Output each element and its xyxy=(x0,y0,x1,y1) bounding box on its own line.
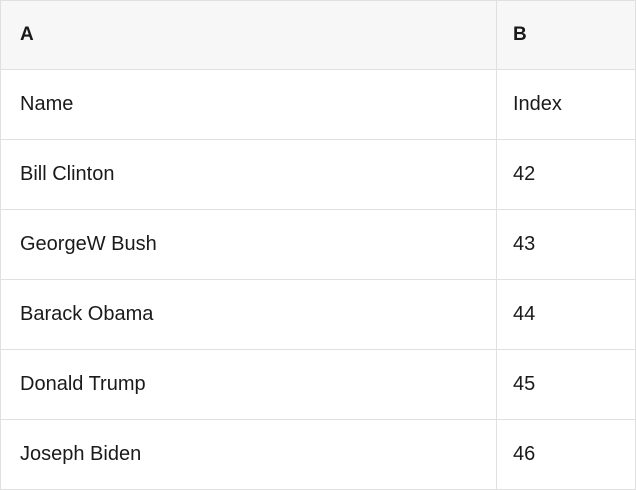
cell-b-2[interactable]: 42 xyxy=(497,140,635,210)
table-row: Joseph Biden 46 xyxy=(1,420,635,490)
cell-a-5[interactable]: Donald Trump xyxy=(1,350,497,420)
column-header-a[interactable]: A xyxy=(1,1,497,70)
table-row: Barack Obama 44 xyxy=(1,280,635,350)
cell-b-3[interactable]: 43 xyxy=(497,210,635,280)
table-row: Name Index xyxy=(1,70,635,140)
cell-b-4[interactable]: 44 xyxy=(497,280,635,350)
cell-a-2[interactable]: Bill Clinton xyxy=(1,140,497,210)
column-header-b[interactable]: B xyxy=(497,1,635,70)
cell-b-1[interactable]: Index xyxy=(497,70,635,140)
table-row: Donald Trump 45 xyxy=(1,350,635,420)
table-row: Bill Clinton 42 xyxy=(1,140,635,210)
column-header-row: A B xyxy=(1,1,635,70)
cell-a-6[interactable]: Joseph Biden xyxy=(1,420,497,490)
cell-b-5[interactable]: 45 xyxy=(497,350,635,420)
cell-b-6[interactable]: 46 xyxy=(497,420,635,490)
cell-a-1[interactable]: Name xyxy=(1,70,497,140)
cell-a-3[interactable]: GeorgeW Bush xyxy=(1,210,497,280)
cell-a-4[interactable]: Barack Obama xyxy=(1,280,497,350)
table-row: GeorgeW Bush 43 xyxy=(1,210,635,280)
